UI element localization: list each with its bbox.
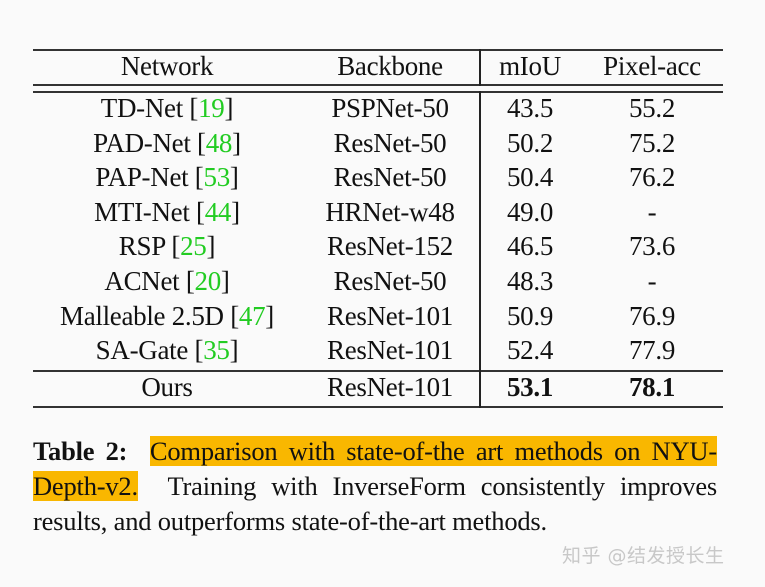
cell-pixel-acc: 76.9 <box>628 301 676 331</box>
cell-backbone: ResNet-50 <box>333 128 447 158</box>
cell-network: Malleable 2.5D [47] <box>59 301 275 331</box>
cell-miou: 43.5 <box>506 93 554 123</box>
cell-network: Ours <box>141 372 193 402</box>
caption-label: Table 2: <box>33 436 128 466</box>
network-name: ACNet <box>104 266 180 296</box>
cell-miou: 52.4 <box>506 335 554 365</box>
watermark: 知乎 @结发授长生 <box>562 545 725 567</box>
header-network: Network <box>120 51 214 81</box>
citation-link[interactable]: 25 <box>180 231 207 261</box>
cell-pixel-acc: 75.2 <box>628 128 676 158</box>
table-caption: Table 2: Comparison with state-of-the ar… <box>33 434 717 539</box>
cell-backbone: PSPNet-50 <box>331 93 449 123</box>
network-name: TD-Net <box>100 93 183 123</box>
header-vertical-divider <box>479 49 481 86</box>
cell-miou: 48.3 <box>506 266 554 296</box>
cell-backbone: ResNet-101 <box>327 301 453 331</box>
cell-network: RSP [25] <box>118 231 216 261</box>
cell-pixel-acc: 77.9 <box>628 335 676 365</box>
citation-link[interactable]: 47 <box>238 301 266 331</box>
cell-network: TD-Net [19] <box>100 93 234 123</box>
citation-link[interactable]: 19 <box>198 93 225 123</box>
header-miou: mIoU <box>499 51 561 81</box>
citation-link[interactable]: 35 <box>203 335 230 365</box>
cell-backbone: ResNet-50 <box>333 266 447 296</box>
cell-backbone: ResNet-152 <box>327 231 453 261</box>
cell-backbone: ResNet-101 <box>327 372 453 402</box>
citation-link[interactable]: 53 <box>203 162 230 192</box>
network-name: MTI-Net <box>94 197 190 227</box>
citation-link[interactable]: 44 <box>204 197 232 227</box>
citation-link[interactable]: 48 <box>205 128 233 158</box>
header-double-rule-1 <box>33 84 723 86</box>
cell-network: MTI-Net [44] <box>94 197 240 227</box>
network-name: PAP-Net <box>95 162 189 192</box>
bottom-rule <box>33 406 723 408</box>
cell-backbone: HRNet-w48 <box>325 197 455 227</box>
cell-pixel-acc: 78.1 <box>628 372 676 402</box>
cell-miou: 53.1 <box>506 372 554 402</box>
cell-miou: 46.5 <box>506 231 554 261</box>
cell-miou: 50.9 <box>506 301 554 331</box>
cell-pixel-acc: - <box>647 197 657 227</box>
network-name: Malleable 2.5D <box>59 301 224 331</box>
cell-pixel-acc: 76.2 <box>628 162 676 192</box>
cell-network: PAP-Net [53] <box>95 162 239 192</box>
ours-separator-rule <box>33 370 723 372</box>
cell-backbone: ResNet-50 <box>333 162 447 192</box>
network-name: RSP <box>118 231 165 261</box>
header-pixel-acc: Pixel-acc <box>603 51 701 81</box>
network-name: PAD-Net <box>93 128 191 158</box>
cell-network: SA-Gate [35] <box>95 335 239 365</box>
network-name: SA-Gate <box>95 335 189 365</box>
body-vertical-divider <box>479 91 481 408</box>
cell-network: ACNet [20] <box>104 266 230 296</box>
cell-backbone: ResNet-101 <box>327 335 453 365</box>
cell-pixel-acc: 55.2 <box>628 93 676 123</box>
cell-network: PAD-Net [48] <box>93 128 241 158</box>
header-backbone: Backbone <box>337 51 443 81</box>
header-double-rule-2 <box>33 91 723 93</box>
cell-pixel-acc: - <box>647 266 657 296</box>
cell-miou: 50.2 <box>506 128 554 158</box>
top-rule <box>33 49 723 51</box>
cell-pixel-acc: 73.6 <box>628 231 676 261</box>
cell-miou: 50.4 <box>506 162 554 192</box>
citation-link[interactable]: 20 <box>194 266 222 296</box>
caption-text: Training with InverseForm consistently i… <box>33 471 718 536</box>
cell-miou: 49.0 <box>506 197 554 227</box>
